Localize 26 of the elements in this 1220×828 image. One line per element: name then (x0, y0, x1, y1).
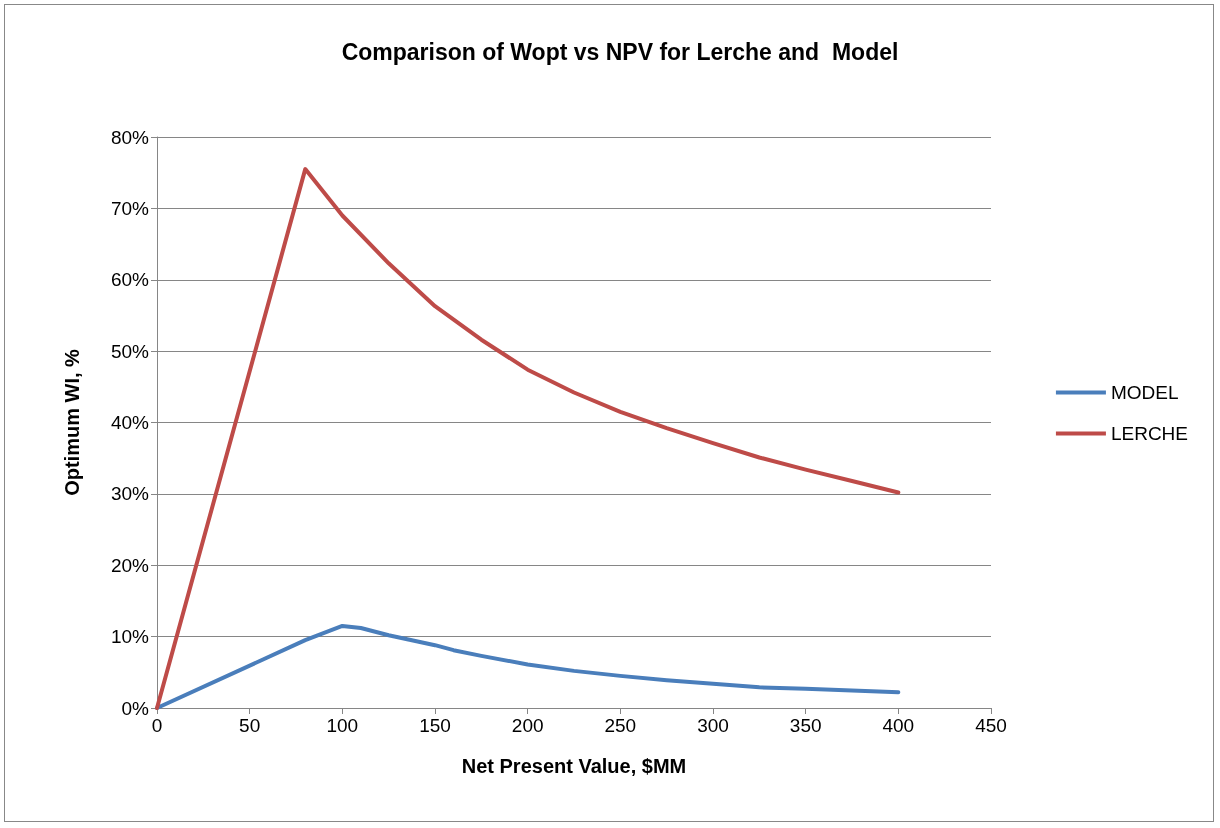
legend-label: MODEL (1110, 382, 1179, 403)
line-series (155, 167, 901, 710)
x-tick-label: 150 (419, 715, 451, 736)
x-axis-title: Net Present Value, $MM (461, 755, 687, 777)
x-tick-label: 0 (151, 715, 163, 736)
y-tick-label: 50% (110, 340, 150, 362)
y-tick-label: 70% (110, 197, 150, 219)
line-series (155, 623, 901, 710)
y-tick-label: 30% (110, 483, 150, 505)
x-tick-label: 50 (239, 715, 261, 736)
legend-label: LERCHE (1110, 423, 1188, 444)
x-tick-label: 400 (882, 715, 915, 736)
y-tick-label: 0% (121, 697, 150, 719)
x-tick-label: 100 (326, 715, 359, 736)
x-tick-label: 200 (511, 715, 544, 736)
y-tick-label: 80% (110, 126, 150, 148)
y-tick-label: 10% (110, 626, 150, 648)
chart-title: Comparison of Wopt vs NPV for Lerche and Model (341, 38, 899, 65)
y-axis-title: Optimum WI, % (61, 348, 83, 496)
x-tick-label: 250 (604, 715, 637, 736)
y-tick-label: 20% (110, 554, 150, 576)
y-tick-label: 40% (110, 412, 150, 433)
x-tick-label: 450 (975, 715, 1007, 736)
y-tick-label: 60% (110, 269, 150, 291)
x-tick-label: 300 (697, 715, 729, 736)
x-tick-label: 350 (789, 715, 822, 736)
